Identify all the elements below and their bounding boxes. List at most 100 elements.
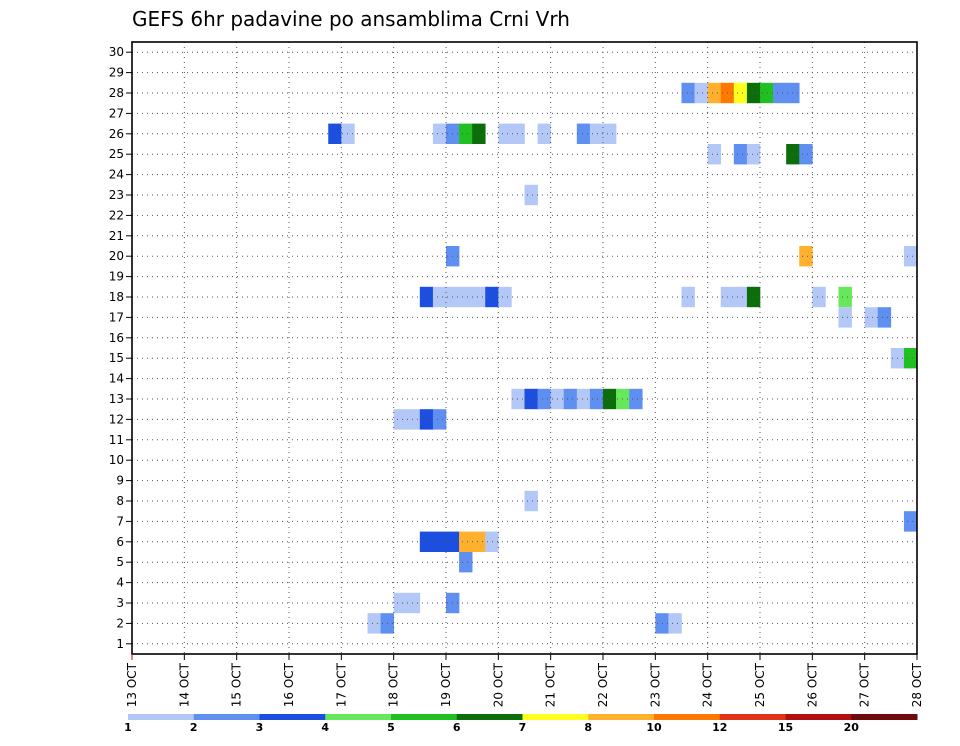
heatmap-cell xyxy=(760,82,774,104)
x-tick-label: 28 OCT xyxy=(910,662,924,707)
x-tick-label: 19 OCT xyxy=(439,662,453,707)
heatmap-cell xyxy=(589,123,604,144)
heatmap-cell xyxy=(668,613,682,634)
y-tick-label: 9 xyxy=(116,474,124,488)
heatmap-cell xyxy=(903,348,917,369)
heatmap-cell xyxy=(459,531,473,552)
x-tick-label: 23 OCT xyxy=(648,662,662,707)
heatmap-cell xyxy=(459,123,473,144)
legend-label: 1 xyxy=(124,721,132,734)
heatmap-cell xyxy=(537,123,551,144)
heatmap-cell xyxy=(524,184,538,206)
x-tick-label: 20 OCT xyxy=(491,662,505,707)
heatmap-cell xyxy=(733,144,748,165)
legend-label: 2 xyxy=(190,721,198,734)
y-tick-label: 24 xyxy=(109,168,124,182)
x-tick-label: 15 OCT xyxy=(230,662,244,707)
y-tick-label: 21 xyxy=(109,229,124,243)
y-tick-label: 22 xyxy=(109,208,124,222)
legend-label: 12 xyxy=(712,721,727,734)
legend-swatch xyxy=(719,714,786,720)
legend-label: 15 xyxy=(778,721,793,734)
gridlines xyxy=(132,42,918,654)
x-tick-label: 16 OCT xyxy=(282,662,296,707)
legend-label: 10 xyxy=(646,721,662,734)
heatmap-cell xyxy=(328,123,342,144)
heatmap-cell xyxy=(341,123,355,144)
heatmap-cell xyxy=(406,592,421,614)
heatmap-cell xyxy=(563,388,578,410)
heatmap-cell xyxy=(733,82,748,104)
legend-swatch xyxy=(851,714,918,720)
heatmap-cell xyxy=(432,531,447,552)
heatmap-cell xyxy=(393,409,408,430)
heatmap-cell xyxy=(864,307,879,328)
heatmap-cell xyxy=(419,409,434,430)
y-tick-label: 12 xyxy=(109,412,124,426)
heatmap-cell xyxy=(432,409,447,430)
legend-label: 6 xyxy=(453,721,461,734)
heatmap-cell xyxy=(367,613,381,634)
y-tick-label: 8 xyxy=(116,494,124,508)
heatmap-cell xyxy=(603,388,617,410)
x-tick-label: 18 OCT xyxy=(387,662,401,707)
chart-title: GEFS 6hr padavine po ansamblima Crni Vrh xyxy=(132,7,570,31)
legend-swatch xyxy=(259,714,326,720)
legend-swatch xyxy=(588,714,655,720)
legend-label: 7 xyxy=(519,721,527,734)
y-tick-label: 30 xyxy=(109,45,124,59)
heatmap-cell xyxy=(419,531,434,552)
heatmap-cells xyxy=(328,82,917,634)
heatmap-cell xyxy=(472,531,486,552)
x-tick-label: 25 OCT xyxy=(753,662,767,707)
legend-swatch xyxy=(654,714,721,720)
heatmap-cell xyxy=(773,82,787,104)
heatmap-cell xyxy=(903,511,917,532)
y-tick-label: 2 xyxy=(116,616,124,630)
legend-label: 5 xyxy=(387,721,395,734)
heatmap-cell xyxy=(589,388,604,410)
heatmap-cell xyxy=(524,490,538,512)
heatmap-cell xyxy=(603,123,617,144)
y-tick-label: 19 xyxy=(109,270,124,284)
heatmap-cell xyxy=(459,552,473,573)
y-tick-label: 27 xyxy=(109,106,124,120)
legend-swatch xyxy=(456,714,523,720)
y-tick-label: 16 xyxy=(109,331,124,345)
heatmap-cell xyxy=(511,388,525,410)
legend-label: 20 xyxy=(844,721,860,734)
y-tick-label: 17 xyxy=(109,310,124,324)
heatmap-cell xyxy=(419,286,434,308)
heatmap-cell xyxy=(432,286,447,308)
heatmap-cell xyxy=(694,82,708,104)
x-tick-label: 24 OCT xyxy=(701,662,715,707)
heatmap-cell xyxy=(485,531,499,552)
color-legend: 1 2 3 4 5 6 7 8 10 12 15 20 xyxy=(124,714,918,734)
y-tick-label: 3 xyxy=(116,596,124,610)
heatmap-cell xyxy=(472,286,486,308)
heatmap-cell xyxy=(681,82,695,104)
y-tick-label: 13 xyxy=(109,392,124,406)
heatmap-cell xyxy=(903,246,917,267)
heatmap-cell xyxy=(432,123,447,144)
plot-frame xyxy=(131,41,918,655)
heatmap-cell xyxy=(393,592,408,614)
x-tick-label: 13 OCT xyxy=(125,662,139,707)
heatmap-cell xyxy=(629,388,643,410)
heatmap-cell xyxy=(485,286,499,308)
heatmap-cell xyxy=(799,246,813,267)
heatmap-cell xyxy=(498,123,512,144)
y-tick-label: 11 xyxy=(109,433,124,447)
heatmap-cell xyxy=(511,123,525,144)
legend-swatch xyxy=(128,714,195,720)
heatmap-cell xyxy=(498,286,512,308)
heatmap-cell xyxy=(746,286,761,308)
y-tick-label: 29 xyxy=(109,66,124,80)
y-tick-label: 6 xyxy=(116,535,124,549)
legend-label: 8 xyxy=(584,721,592,734)
y-tick-label: 28 xyxy=(109,86,124,100)
heatmap-cell xyxy=(799,144,813,165)
y-tick-label: 26 xyxy=(109,127,124,141)
